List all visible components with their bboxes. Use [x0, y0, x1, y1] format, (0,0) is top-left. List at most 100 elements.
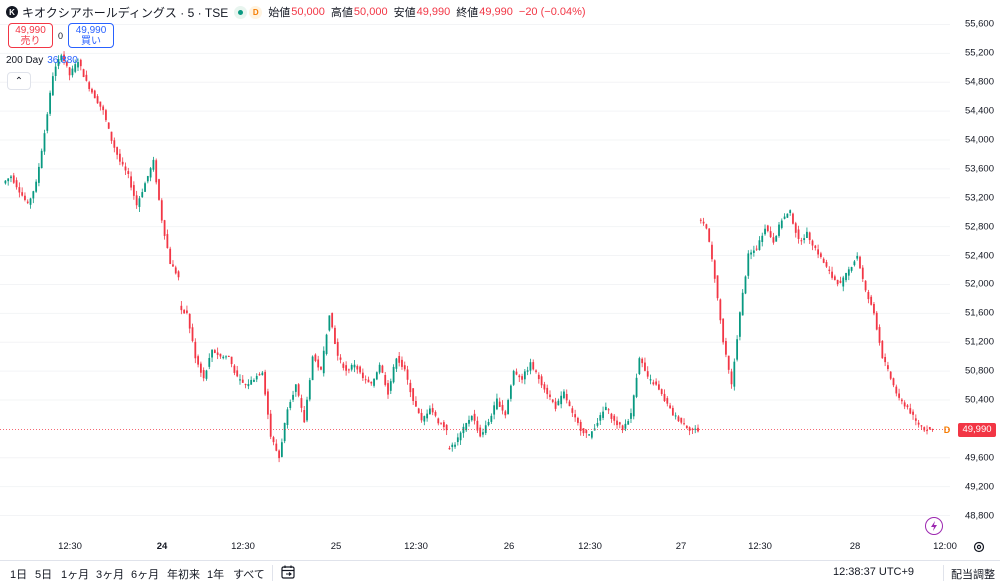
data-delayed-badge[interactable]: D — [249, 5, 263, 19]
timezone-clock[interactable]: 12:38:37 UTC+9 — [833, 566, 915, 578]
candle-body — [766, 225, 769, 232]
candle-body — [194, 341, 197, 359]
candle-body — [384, 374, 387, 385]
candle-body — [797, 229, 800, 239]
candle-body — [121, 161, 124, 165]
candle-body — [445, 424, 448, 431]
range-button-1m[interactable]: 1ヶ月 — [61, 569, 90, 581]
candle-body — [456, 437, 459, 443]
candle-body — [264, 371, 267, 395]
chart-area[interactable] — [0, 0, 956, 536]
candle-body — [10, 176, 12, 179]
candle-body — [887, 365, 889, 370]
candle-body — [496, 398, 498, 410]
candle-body — [501, 404, 504, 411]
candle-body — [604, 406, 607, 411]
candle-body — [646, 371, 649, 377]
candle-body — [705, 224, 708, 229]
candle-body — [146, 176, 149, 182]
candle-body — [124, 166, 127, 171]
buy-price: 49,990 — [75, 25, 107, 36]
high-label: 高値 — [330, 7, 353, 19]
sell-label: 売り — [20, 36, 41, 47]
candle-body — [822, 258, 825, 263]
collapse-legend-button[interactable]: ⌃ — [7, 72, 31, 90]
candle-body — [141, 192, 144, 198]
candle-body — [392, 366, 395, 383]
candle-body — [431, 408, 434, 413]
candle-body — [241, 379, 244, 383]
candle-body — [96, 96, 99, 104]
candlestick-chart[interactable] — [0, 0, 956, 536]
range-button-3m[interactable]: 3ヶ月 — [96, 569, 125, 581]
sell-button[interactable]: 49,990 売り — [8, 23, 53, 48]
candle-body — [719, 299, 722, 321]
candle-body — [889, 371, 892, 379]
candle-body — [780, 220, 783, 228]
symbol-title[interactable]: キオクシアホールディングス · 5 · TSE — [22, 5, 229, 20]
bottom-toolbar: 1日 5日 1ヶ月 3ヶ月 6ヶ月 年初来 1年 すべて 12:38:37 UT… — [0, 560, 1000, 584]
range-button-6m[interactable]: 6ヶ月 — [131, 569, 160, 581]
candle-body — [509, 385, 512, 399]
candle-body — [512, 370, 515, 385]
candle-body — [565, 393, 568, 401]
dividend-adjust-button[interactable]: 配当調整 — [951, 569, 995, 581]
candle-body — [208, 357, 211, 367]
range-button-5d[interactable]: 5日 — [35, 569, 53, 581]
candle-body — [63, 54, 65, 62]
candle-body — [261, 372, 264, 376]
candle-body — [29, 198, 32, 205]
candle-body — [588, 434, 590, 436]
candle-body — [342, 363, 345, 368]
candle-body — [789, 210, 792, 213]
spread-value: 0 — [58, 31, 64, 41]
candle-body — [660, 389, 663, 394]
candle-body — [663, 393, 666, 401]
candle-body — [163, 220, 166, 236]
candle-body — [306, 399, 308, 421]
lightning-icon[interactable] — [925, 517, 943, 535]
calendar-goto-icon[interactable] — [280, 564, 296, 580]
candle-body — [711, 244, 713, 260]
high-value: 50,000 — [353, 6, 388, 18]
candle-body — [303, 410, 306, 423]
candle-body — [783, 216, 786, 219]
time-tick-label: 28 — [849, 541, 861, 552]
gear-icon[interactable] — [972, 540, 986, 554]
symbol-logo-icon: K — [6, 6, 18, 18]
candle-body — [864, 280, 867, 291]
candle-body — [507, 400, 509, 415]
close-value: 49,990 — [479, 6, 513, 18]
candle-body — [152, 159, 155, 170]
candle-body — [680, 417, 683, 423]
candle-body — [429, 408, 431, 415]
candle-body — [903, 402, 906, 407]
price-scale[interactable]: 55,600 55,200 54,800 54,400 54,000 53,600 53,2… — [956, 0, 1000, 536]
candle-body — [914, 418, 917, 421]
candle-body — [853, 261, 856, 266]
candle-body — [792, 213, 794, 224]
last-price-badge: 49,990 — [958, 422, 996, 437]
candle-body — [350, 365, 353, 370]
candle-body — [697, 427, 699, 432]
range-button-1y[interactable]: 1年 — [207, 569, 225, 581]
candle-body — [560, 395, 563, 405]
candle-body — [21, 192, 24, 196]
candle-body — [451, 444, 454, 448]
market-open-icon[interactable] — [234, 5, 248, 19]
buy-button[interactable]: 49,990 買い — [68, 23, 114, 48]
candle-body — [794, 223, 797, 233]
candle-body — [437, 418, 440, 424]
indicator-legend[interactable]: 200 Day 36,880 — [6, 55, 78, 66]
candle-body — [750, 252, 752, 255]
range-button-1d[interactable]: 1日 — [10, 569, 28, 581]
candle-body — [839, 280, 842, 283]
candle-body — [540, 376, 543, 386]
range-button-all[interactable]: すべて — [233, 569, 265, 581]
candle-body — [800, 240, 803, 242]
candle-body — [638, 358, 641, 375]
range-button-ytd[interactable]: 年初来 — [167, 569, 200, 581]
dividend-marker-icon[interactable]: D — [943, 424, 951, 435]
price-tick-label: 53,600 — [964, 163, 994, 175]
candle-body — [671, 407, 674, 416]
